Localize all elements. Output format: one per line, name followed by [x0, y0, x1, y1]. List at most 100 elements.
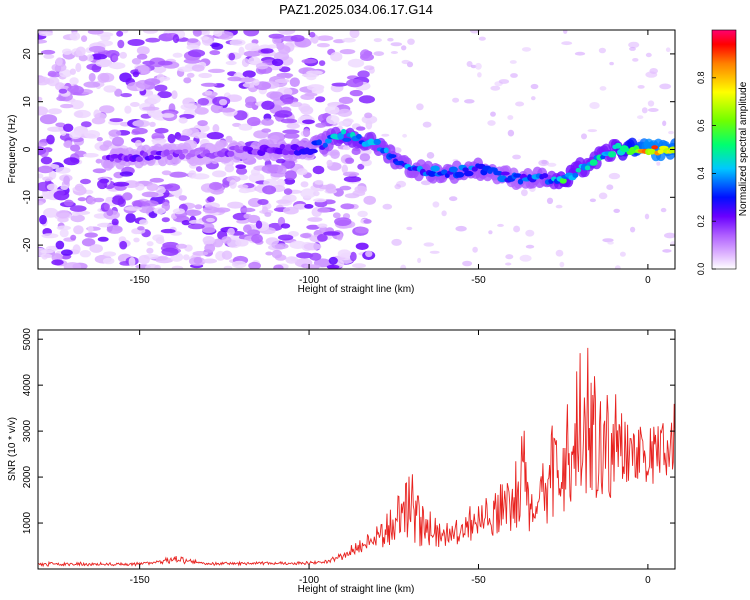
heatmap-cell: [161, 170, 172, 176]
heatmap-cell: [365, 250, 373, 258]
heatmap-cell: [283, 188, 293, 195]
heatmap-cell: [79, 250, 92, 258]
heatmap-cell: [559, 177, 567, 184]
heatmap-cell: [197, 120, 208, 127]
heatmap-cell: [347, 58, 365, 68]
heatmap-cell: [122, 192, 133, 201]
heatmap-cell: [186, 72, 195, 78]
heatmap-cell: [342, 171, 360, 177]
heatmap-cell: [289, 101, 303, 108]
heatmap-cell: [182, 128, 193, 135]
heatmap-cell: [181, 149, 189, 154]
heatmap-cell: [105, 196, 113, 202]
heatmap-cell: [84, 232, 98, 238]
heatmap-cell: [103, 203, 110, 211]
heatmap-cell: [275, 158, 286, 164]
heatmap-cell: [111, 55, 119, 62]
heatmap-cell: [394, 184, 402, 190]
heatmap-cell: [510, 73, 518, 78]
heatmap-cell: [60, 184, 69, 190]
heatmap-cell: [490, 85, 501, 91]
heatmap-cell: [73, 225, 84, 235]
heatmap-cell: [268, 33, 285, 39]
heatmap-cell: [113, 181, 130, 187]
heatmap-cell: [276, 199, 291, 204]
heatmap-cell: [38, 173, 44, 179]
heatmap-cell: [296, 168, 308, 176]
heatmap-cell: [351, 147, 361, 156]
heatmap-cell: [117, 39, 125, 49]
heatmap-cell: [475, 62, 482, 70]
heatmap-cell: [202, 236, 215, 245]
y-tick-label: -20: [22, 237, 33, 252]
heatmap-cell: [449, 196, 458, 202]
heatmap-cell: [38, 142, 48, 147]
y-tick-label: 3000: [22, 420, 33, 443]
heatmap-cell: [200, 30, 210, 36]
heatmap-cell: [227, 76, 242, 82]
heatmap-cell: [507, 115, 514, 120]
heatmap-cell: [500, 171, 510, 176]
heatmap-cell: [194, 107, 209, 115]
heatmap-cell: [326, 159, 333, 167]
heatmap-cell: [228, 52, 236, 61]
y-tick-label: 20: [22, 48, 33, 60]
heatmap-cell: [416, 103, 424, 111]
heatmap-cell: [136, 53, 148, 60]
heatmap-cell: [307, 217, 323, 222]
y-tick-label: -10: [22, 190, 33, 205]
heatmap-cell: [276, 30, 286, 33]
heatmap-cell: [183, 58, 201, 64]
heatmap-cell: [417, 257, 422, 264]
heatmap-cell: [358, 95, 375, 104]
heatmap-cell: [426, 152, 435, 159]
heatmap-cell: [260, 48, 274, 54]
heatmap-cell: [632, 58, 639, 62]
snr-plot-area: [38, 330, 675, 569]
heatmap-cell: [283, 133, 300, 139]
colorbar-tick-label: 0.8: [696, 72, 706, 85]
heatmap-cell: [338, 96, 354, 104]
heatmap-cell: [464, 99, 475, 104]
heatmap-cell: [267, 44, 277, 49]
heatmap-cell: [355, 242, 369, 250]
heatmap-cell: [644, 213, 650, 220]
heatmap-cell: [81, 35, 88, 42]
heatmap-cell: [251, 234, 263, 244]
heatmap-cell: [200, 36, 210, 41]
heatmap-cell: [38, 165, 53, 174]
heatmap-cell: [441, 169, 448, 175]
heatmap-cell: [584, 165, 591, 171]
heatmap-cell: [175, 243, 187, 249]
heatmap-cell: [83, 81, 101, 88]
figure-title: PAZ1.2025.034.06.17.G14: [279, 2, 433, 17]
heatmap-cell: [240, 207, 256, 213]
heatmap-cell: [236, 219, 250, 224]
heatmap-cell: [498, 79, 510, 84]
heatmap-cell: [55, 122, 66, 128]
heatmap-cell: [133, 237, 140, 243]
heatmap-cell: [166, 154, 173, 161]
colorbar: 0.0 0.2 0.4 0.6 0.8 Normalized spectral ampl…: [696, 29, 749, 275]
spectrogram-x-axis-label: Height of straight line (km): [298, 284, 415, 295]
x-tick-label: -100: [299, 575, 319, 586]
heatmap-cell: [80, 121, 92, 128]
heatmap-cell: [169, 171, 188, 178]
heatmap-cell: [142, 106, 160, 111]
heatmap-cell: [314, 179, 324, 185]
heatmap-cell: [359, 153, 371, 162]
heatmap-cell: [186, 44, 200, 51]
colorbar-ticks: 0.0 0.2 0.4 0.6 0.8: [696, 72, 716, 275]
heatmap-cell: [218, 107, 236, 113]
heatmap-cell: [505, 254, 514, 260]
heatmap-cell: [547, 162, 557, 167]
heatmap-cell: [512, 154, 521, 160]
heatmap-cell: [118, 236, 127, 243]
heatmap-cell: [246, 116, 261, 127]
heatmap-cell: [507, 129, 515, 137]
heatmap-cell: [255, 220, 263, 229]
heatmap-cell: [84, 130, 101, 139]
heatmap-cell: [401, 59, 411, 65]
heatmap-cell: [332, 212, 341, 219]
